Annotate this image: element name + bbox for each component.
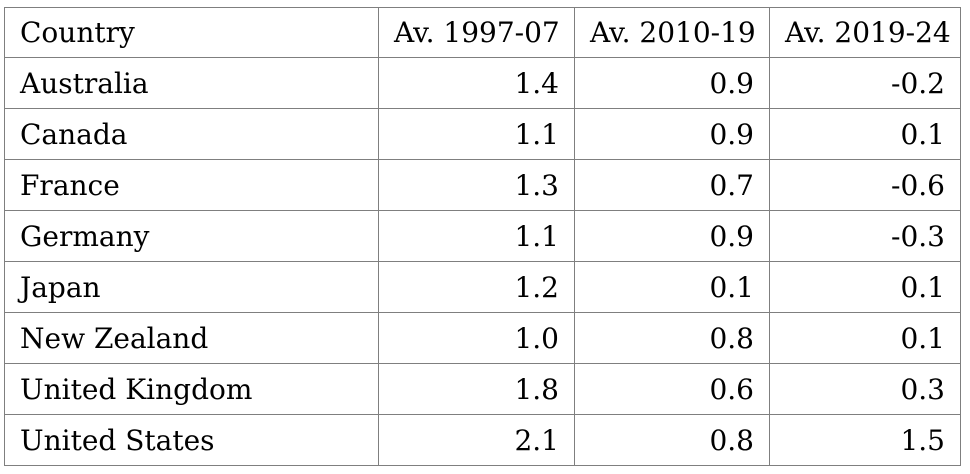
value-cell: 2.1	[378, 414, 575, 466]
value-cell: -0.6	[769, 159, 961, 211]
value-cell: 1.5	[769, 414, 961, 466]
country-cell: Canada	[4, 108, 379, 160]
value-cell: 0.9	[574, 108, 770, 160]
country-cell: Australia	[4, 57, 379, 109]
value-cell: 0.6	[574, 363, 770, 415]
header-row: Country Av. 1997-07 Av. 2010-19 Av. 2019…	[4, 7, 961, 58]
country-cell: New Zealand	[4, 312, 379, 364]
country-averages-table: Country Av. 1997-07 Av. 2010-19 Av. 2019…	[4, 7, 961, 466]
value-cell: 0.3	[769, 363, 961, 415]
value-cell: 1.2	[378, 261, 575, 313]
table-row: United States 2.1 0.8 1.5	[4, 414, 961, 466]
value-cell: 0.1	[769, 312, 961, 364]
value-cell: 0.1	[769, 261, 961, 313]
value-cell: 1.8	[378, 363, 575, 415]
value-cell: 1.1	[378, 210, 575, 262]
value-cell: 0.9	[574, 210, 770, 262]
value-cell: 1.3	[378, 159, 575, 211]
value-cell: 0.8	[574, 312, 770, 364]
value-cell: 0.8	[574, 414, 770, 466]
table-row: Canada 1.1 0.9 0.1	[4, 108, 961, 160]
table-row: Japan 1.2 0.1 0.1	[4, 261, 961, 313]
value-cell: 1.0	[378, 312, 575, 364]
column-header-country: Country	[4, 7, 379, 58]
table-row: United Kingdom 1.8 0.6 0.3	[4, 363, 961, 415]
country-cell: Germany	[4, 210, 379, 262]
value-cell: -0.3	[769, 210, 961, 262]
country-cell: Japan	[4, 261, 379, 313]
column-header-av-1997-07: Av. 1997-07	[378, 7, 575, 58]
value-cell: 0.1	[769, 108, 961, 160]
value-cell: 1.1	[378, 108, 575, 160]
value-cell: 0.9	[574, 57, 770, 109]
column-header-av-2019-24: Av. 2019-24	[769, 7, 961, 58]
country-cell: United States	[4, 414, 379, 466]
table-row: Germany 1.1 0.9 -0.3	[4, 210, 961, 262]
table-row: Australia 1.4 0.9 -0.2	[4, 57, 961, 109]
value-cell: 1.4	[378, 57, 575, 109]
country-cell: United Kingdom	[4, 363, 379, 415]
table-row: New Zealand 1.0 0.8 0.1	[4, 312, 961, 364]
table-row: France 1.3 0.7 -0.6	[4, 159, 961, 211]
column-header-av-2010-19: Av. 2010-19	[574, 7, 770, 58]
value-cell: 0.7	[574, 159, 770, 211]
country-cell: France	[4, 159, 379, 211]
value-cell: -0.2	[769, 57, 961, 109]
value-cell: 0.1	[574, 261, 770, 313]
